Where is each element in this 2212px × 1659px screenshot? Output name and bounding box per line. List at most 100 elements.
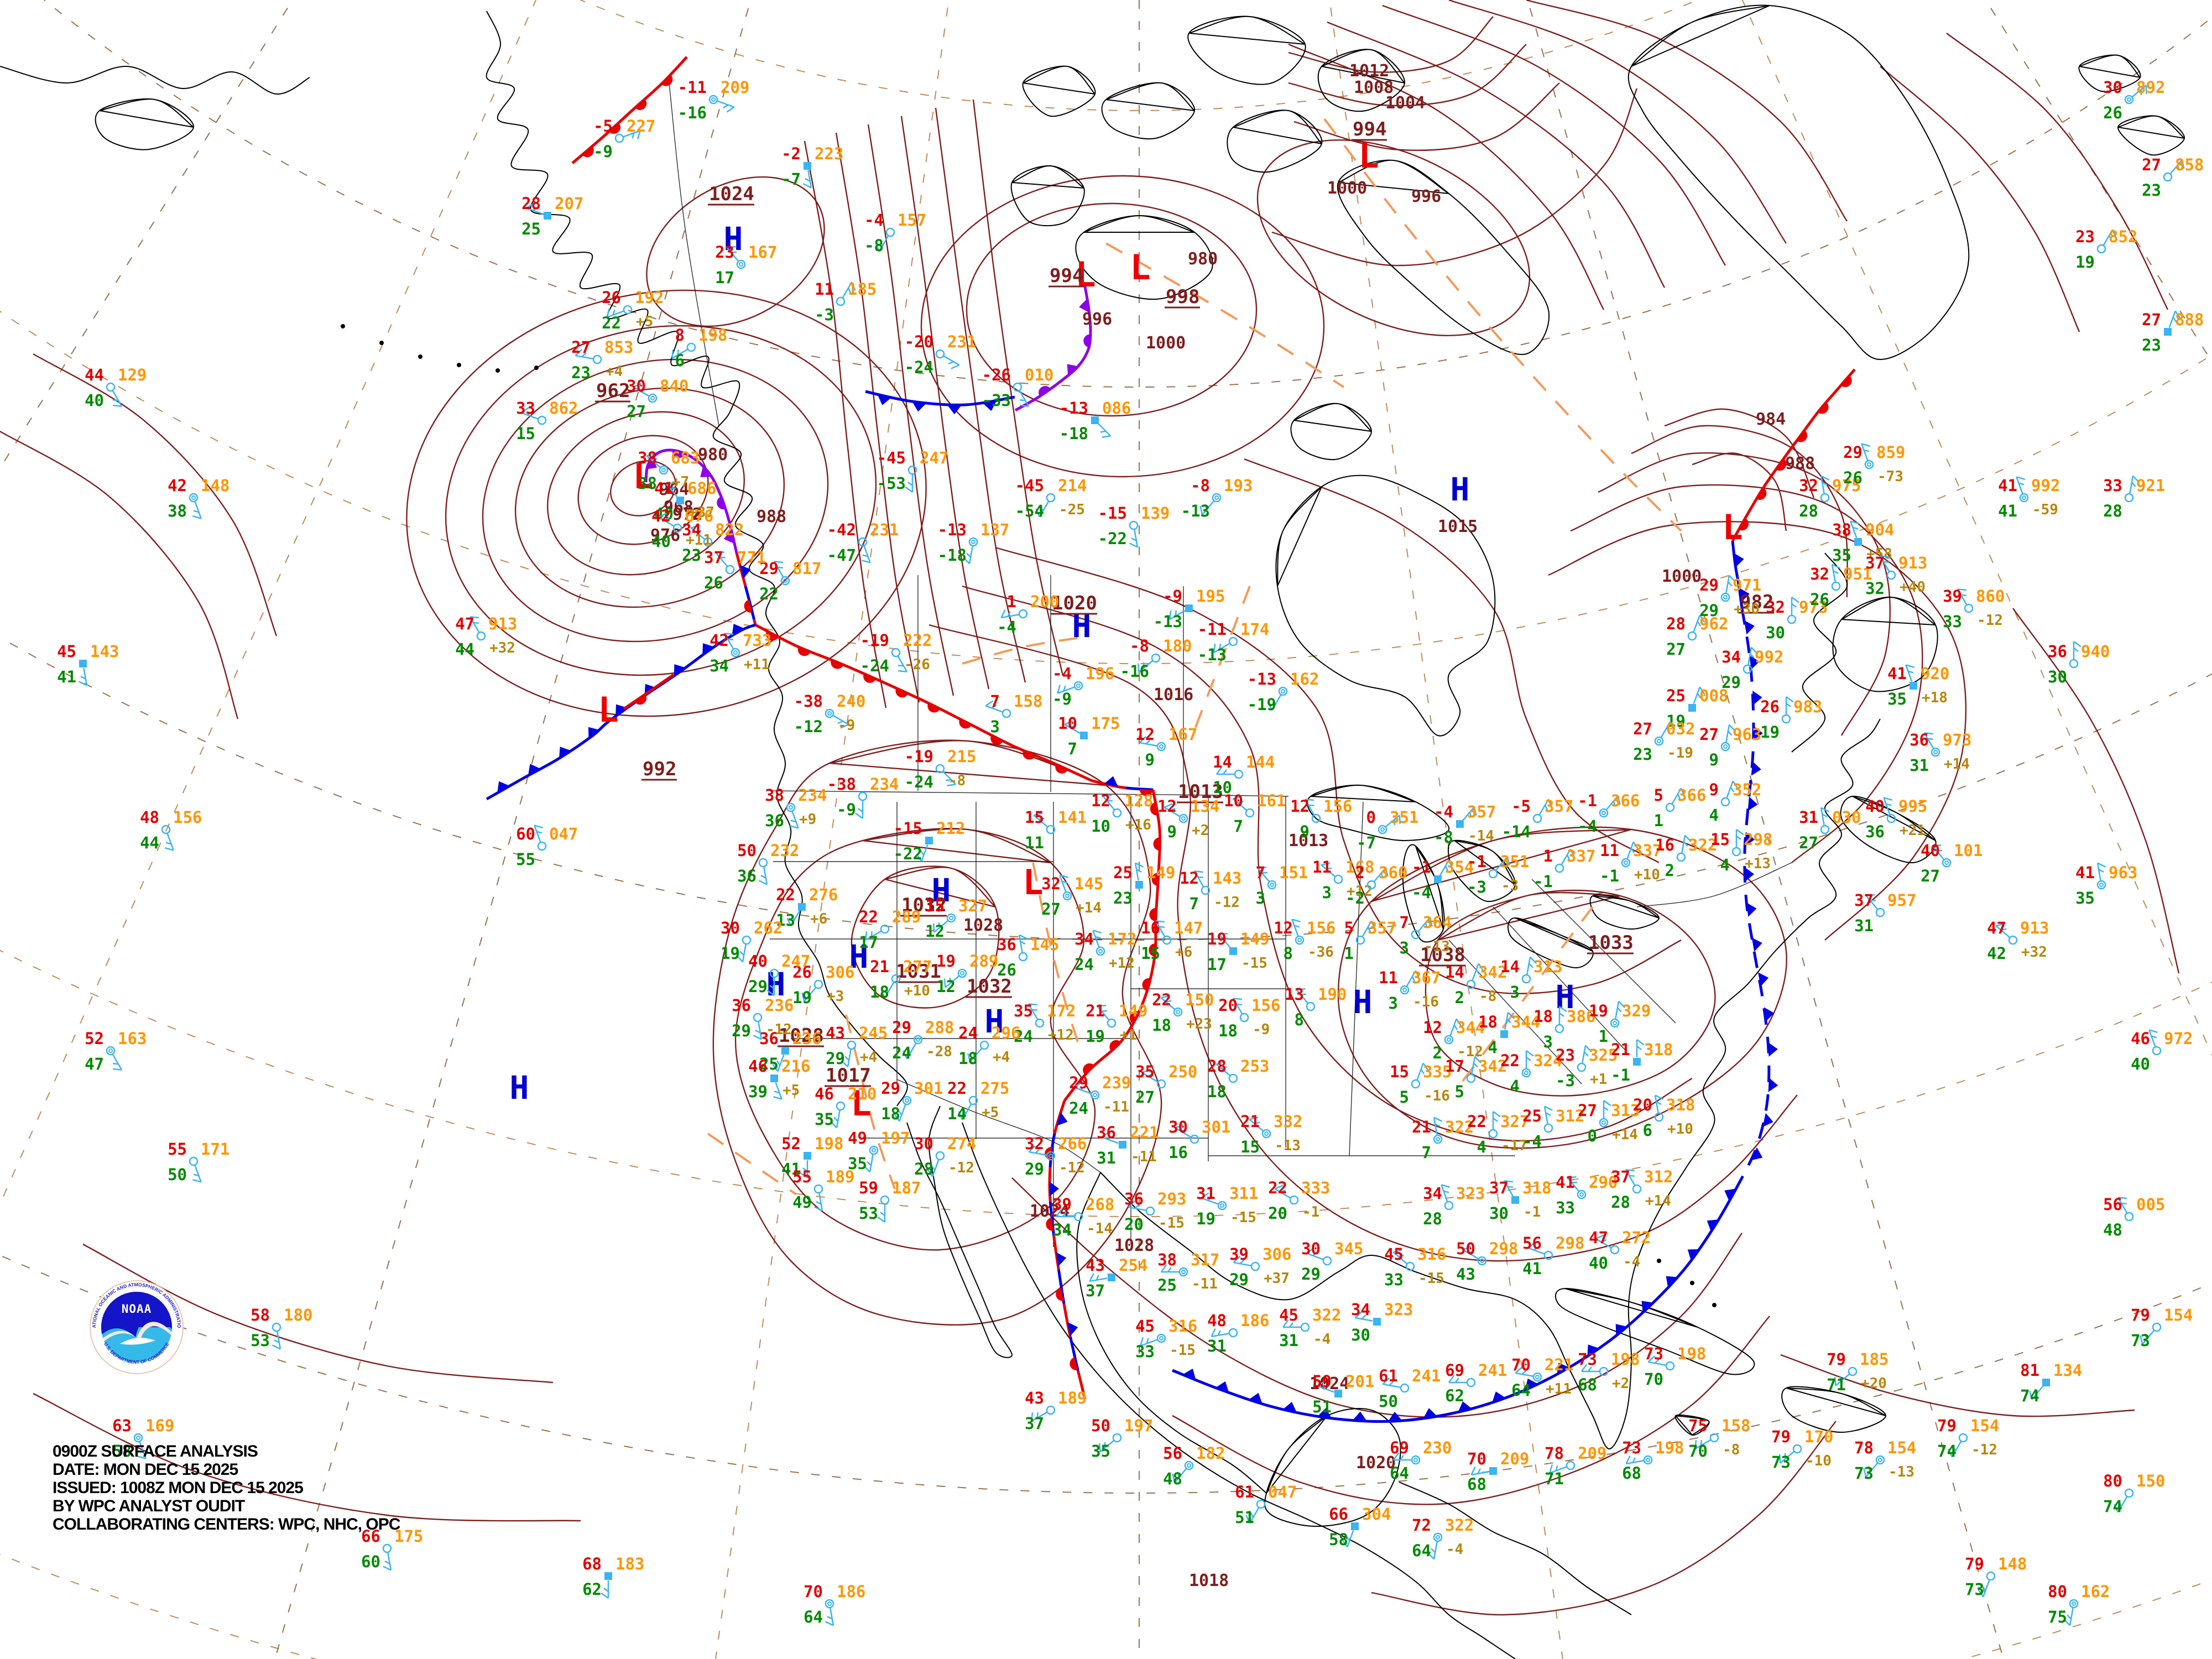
station-plot: 41 35 920 +18 [1887,664,1949,708]
svg-text:32: 32 [1041,874,1061,893]
svg-text:-26: -26 [982,366,1011,384]
svg-text:134: 134 [2053,1361,2082,1380]
station-plot: 60 55 047 [516,825,578,869]
svg-text:81: 81 [2020,1361,2039,1380]
svg-text:-15: -15 [1170,1342,1196,1359]
svg-text:41: 41 [57,667,76,686]
svg-text:-8: -8 [864,236,884,255]
svg-text:35: 35 [815,1110,834,1129]
isobar-label: 972 [672,505,702,524]
svg-text:27: 27 [1633,719,1652,738]
station-plot: 79 74 154 -12 [1937,1416,1999,1460]
svg-text:27: 27 [1921,867,1940,885]
island [379,341,384,345]
svg-text:175: 175 [394,1527,423,1546]
station-plot: 1 -4 200 [997,592,1059,637]
isobar [867,124,954,696]
isobar-label: 988 [1785,454,1815,473]
svg-text:+10: +10 [1667,1121,1693,1138]
svg-text:992: 992 [1755,648,1783,666]
isobar [1337,826,1787,1149]
svg-text:62: 62 [582,1580,602,1599]
svg-text:2: 2 [1355,863,1365,882]
coastline [1781,1386,1886,1433]
station-plot: 36 30 940 [2048,640,2110,686]
svg-text:7: 7 [1256,863,1265,882]
svg-text:3: 3 [1543,1032,1553,1051]
station-plot: 32 29 266 -12 [1025,1134,1087,1178]
pressure-center-H: H [766,966,786,1003]
svg-text:190: 190 [1318,985,1347,1004]
svg-text:48: 48 [1207,1311,1227,1330]
svg-text:342: 342 [1478,1057,1507,1076]
svg-text:+10: +10 [904,983,930,999]
station-plot: 12 9 134 +2 [1157,797,1219,841]
svg-text:172: 172 [1108,930,1136,948]
svg-text:35: 35 [1014,1001,1033,1020]
svg-text:962: 962 [1699,614,1728,633]
svg-text:9: 9 [1300,822,1310,841]
svg-text:29: 29 [881,1079,900,1098]
station-plot: 52 41 198 [781,1134,843,1179]
title-line: DATE: MON DEC 15 2025 [53,1460,238,1479]
svg-text:30: 30 [627,377,646,395]
coastline [1791,552,1848,753]
svg-text:+5: +5 [982,1104,999,1121]
svg-text:40: 40 [1865,797,1885,816]
svg-text:+2: +2 [1192,822,1209,839]
svg-text:+11: +11 [1546,1381,1572,1397]
isobar [1548,521,1967,941]
station-plot: 31 27 030 [1799,807,1861,852]
svg-text:-1: -1 [1412,858,1431,877]
svg-text:28: 28 [1799,502,1818,520]
svg-text:29: 29 [826,1049,845,1068]
svg-text:344: 344 [1456,1018,1485,1037]
svg-text:13: 13 [776,911,795,930]
svg-text:36: 36 [1097,1123,1116,1142]
isobar [995,546,1682,994]
isobar [804,140,887,708]
isobar [406,289,927,717]
station-plot: 38 35 904 +58 [1832,520,1894,565]
svg-text:22: 22 [602,314,621,332]
station-plot: 36 25 236 [759,1029,821,1073]
svg-text:180: 180 [284,1306,312,1324]
svg-text:32: 32 [1799,476,1818,495]
svg-text:354: 354 [1445,858,1474,877]
svg-text:42: 42 [651,507,671,525]
svg-text:12: 12 [1157,797,1177,816]
station-plot: 7 3 364 -13 [1400,913,1452,957]
svg-text:-20: -20 [905,332,933,351]
svg-text:50: 50 [168,1165,187,1184]
svg-text:20: 20 [1218,996,1238,1015]
station-plot: 26 22 192 +5 [602,288,664,332]
svg-text:156: 156 [1251,996,1280,1015]
isobar [1371,1421,1837,1616]
station-plot: 22 13 276 +6 [776,885,838,930]
station-plot: 34 28 323 [1423,1184,1485,1228]
svg-text:-1: -1 [1467,852,1486,871]
svg-text:58: 58 [112,1442,132,1460]
svg-text:34: 34 [1351,1300,1370,1319]
svg-text:11: 11 [1379,968,1398,987]
svg-text:209: 209 [1578,1444,1606,1463]
svg-text:240: 240 [837,692,865,711]
station-plot: -20 -24 231 [905,332,977,377]
station-plot: 18 4 344 [1478,1011,1540,1057]
svg-text:860: 860 [1976,587,2005,606]
center-pressure-value: 994 [1353,118,1386,140]
isobar [712,739,1162,1326]
svg-text:156: 156 [173,808,202,827]
svg-text:31: 31 [1207,1337,1227,1355]
svg-text:151: 151 [1279,863,1308,882]
svg-text:26: 26 [1810,590,1829,609]
fronts-layer [486,56,1856,1423]
svg-text:12: 12 [925,922,945,941]
svg-text:148: 148 [1998,1554,2027,1573]
isobar [1526,0,1848,222]
svg-text:29: 29 [1229,1270,1249,1289]
svg-text:23: 23 [1633,745,1652,764]
svg-text:212: 212 [936,819,965,838]
svg-text:4: 4 [1720,855,1730,874]
